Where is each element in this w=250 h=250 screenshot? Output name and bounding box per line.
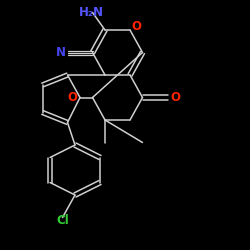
Text: O: O — [68, 91, 78, 104]
Text: O: O — [170, 91, 180, 104]
Text: Cl: Cl — [56, 214, 69, 226]
Text: O: O — [131, 20, 141, 33]
Text: N: N — [56, 46, 66, 59]
Text: H₂N: H₂N — [79, 6, 104, 19]
